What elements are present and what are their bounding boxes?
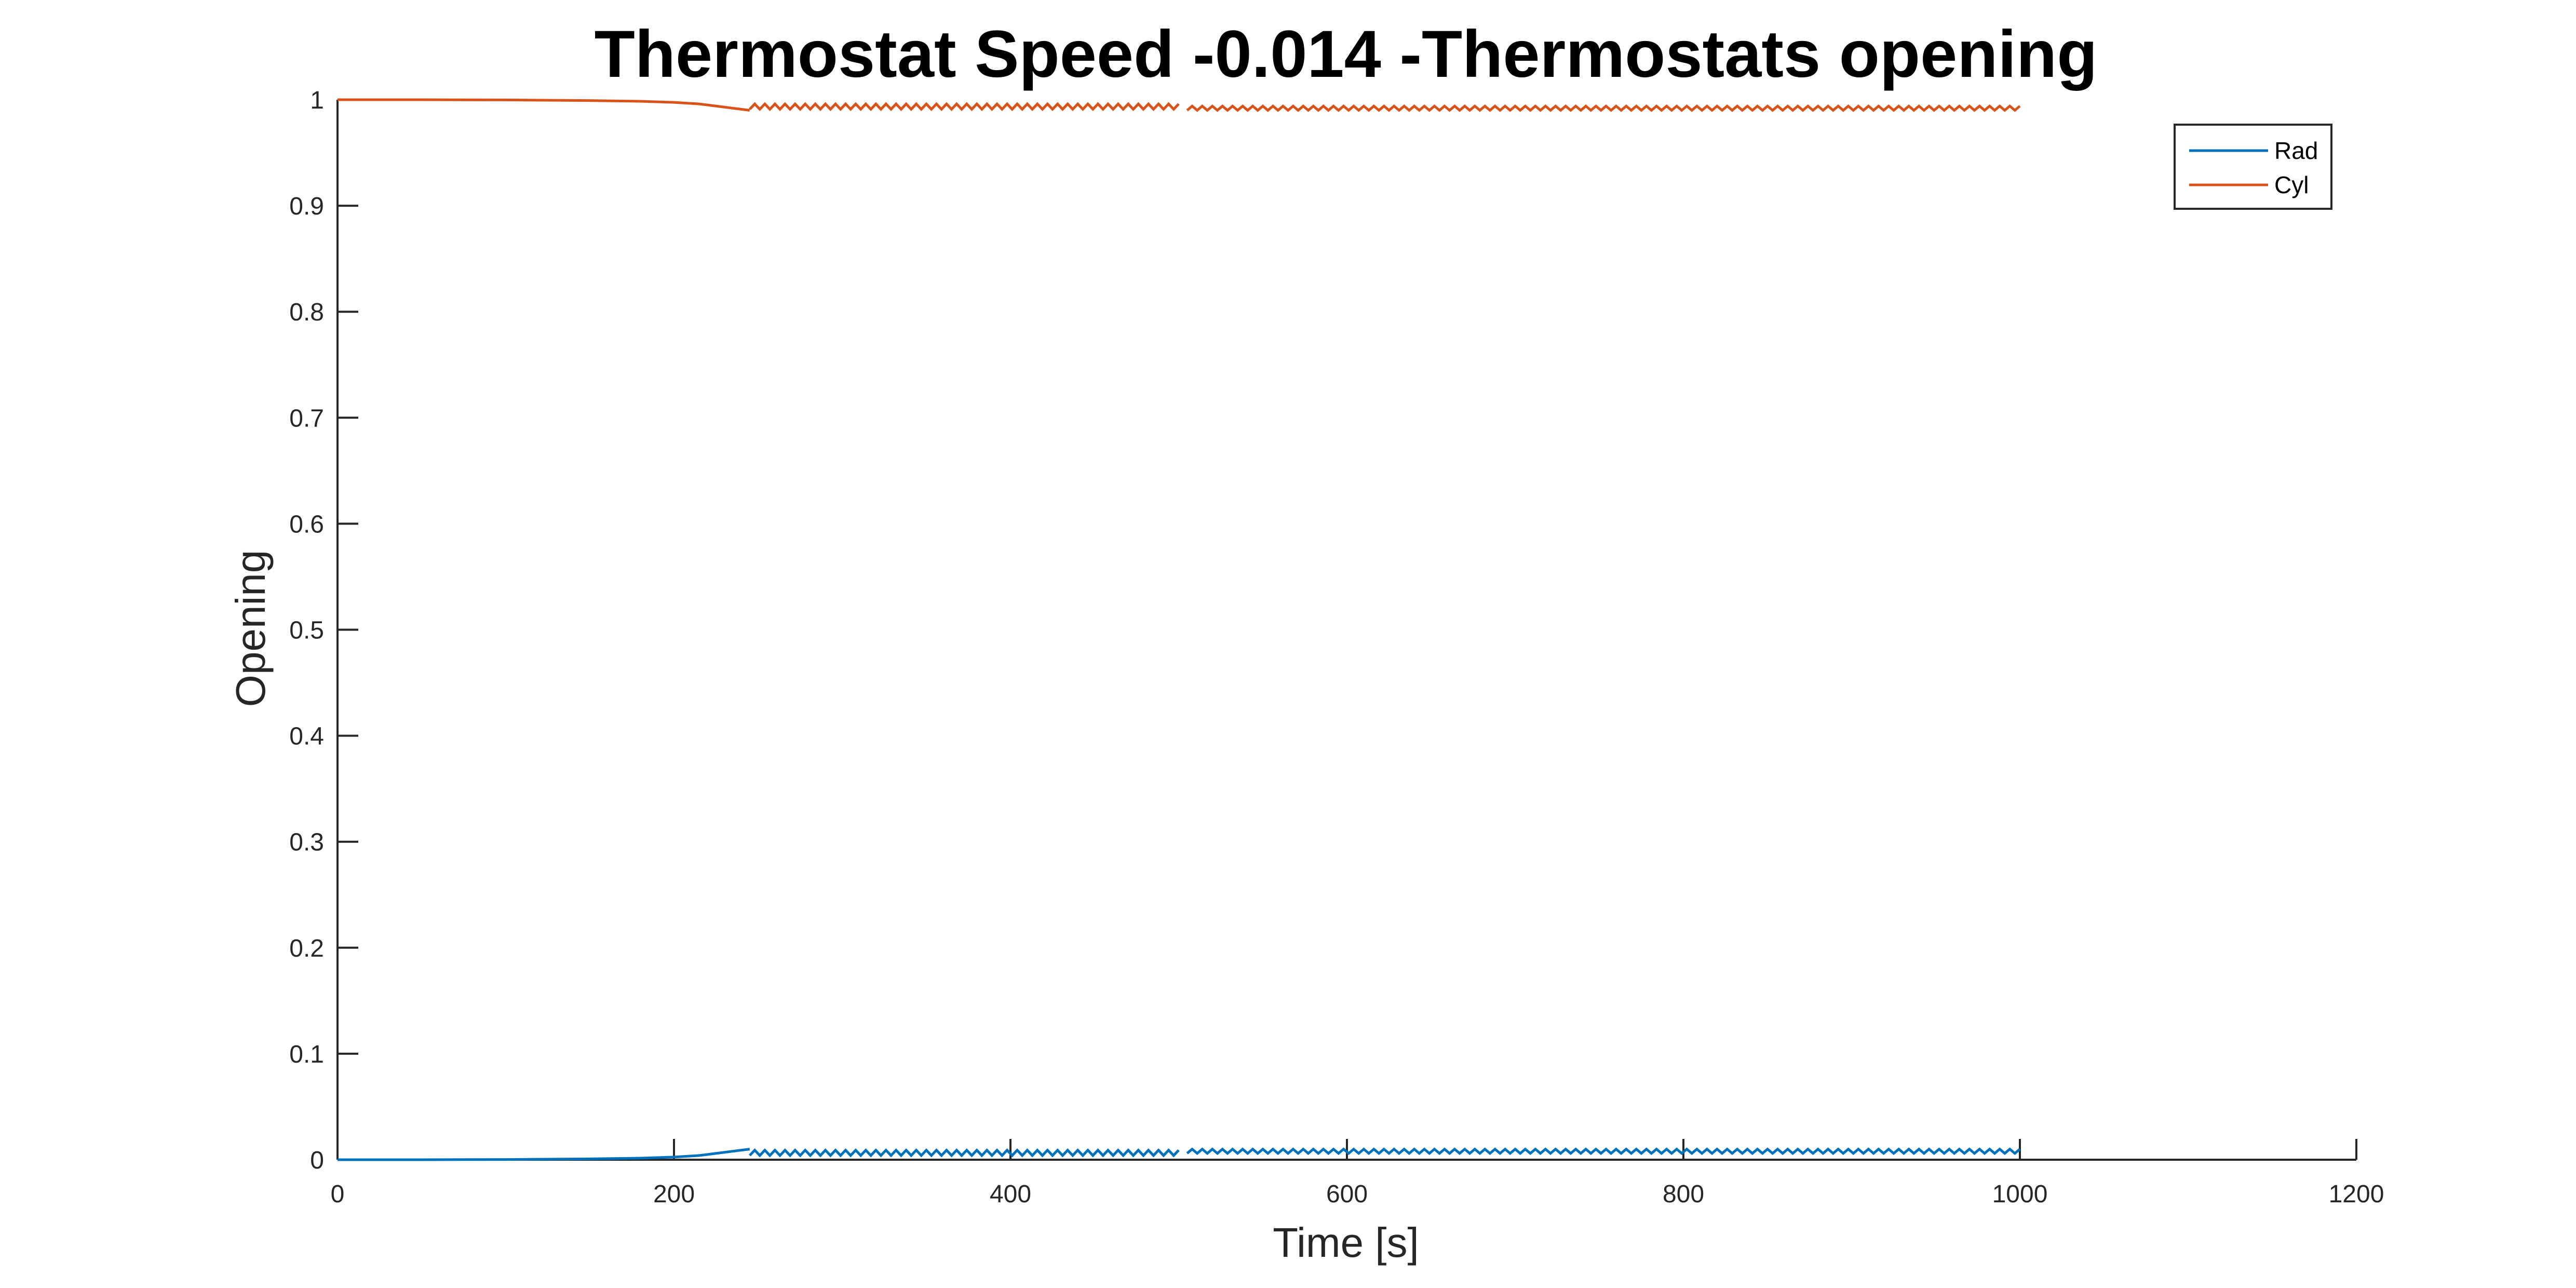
y-tick-label: 0.7 (289, 405, 324, 432)
x-tick-label: 0 (331, 1180, 345, 1208)
y-axis-label: Opening (227, 550, 274, 707)
legend-label-rad: Rad (2274, 137, 2318, 164)
plot-axes: 0 200 400 600 800 1000 1200 0 0.1 0.2 0.3 0.4 0.5 0.6… (289, 87, 2384, 1208)
series-line (338, 98, 750, 112)
y-tick-label: 0 (310, 1147, 324, 1174)
series-layer (338, 98, 2021, 1161)
series-oscillation (748, 1148, 1180, 1158)
y-tick-label: 0.6 (289, 511, 324, 538)
x-tick-label: 400 (990, 1180, 1031, 1208)
y-tick-label: 0.8 (289, 299, 324, 326)
series-line (338, 1148, 750, 1161)
x-tick-label: 800 (1663, 1180, 1704, 1208)
x-axis-label: Time [s] (1273, 1219, 1419, 1266)
y-tick-label: 0.3 (289, 829, 324, 856)
series-oscillation (748, 102, 1180, 111)
series-cyl (338, 98, 2021, 112)
legend-box (2174, 124, 2332, 210)
y-tick-label: 0.9 (289, 193, 324, 220)
series-oscillation (1186, 104, 2021, 112)
x-tick-label: 200 (653, 1180, 695, 1208)
series-rad (338, 1147, 2021, 1161)
legend-label-cyl: Cyl (2274, 171, 2309, 198)
y-tick-label: 0.5 (289, 617, 324, 645)
legend: Rad Cyl (2174, 124, 2332, 210)
x-tick-label: 600 (1326, 1180, 1368, 1208)
y-tick-label: 0.2 (289, 935, 324, 962)
y-tick-label: 0.4 (289, 723, 324, 750)
y-tick-label: 0.1 (289, 1041, 324, 1068)
x-tick-label: 1000 (1992, 1180, 2048, 1208)
chart-title: Thermostat Speed -0.014 -Thermostats ope… (595, 17, 2098, 91)
y-tick-label: 1 (310, 87, 324, 114)
series-oscillation (1186, 1147, 2021, 1156)
x-tick-label: 1200 (2329, 1180, 2384, 1208)
